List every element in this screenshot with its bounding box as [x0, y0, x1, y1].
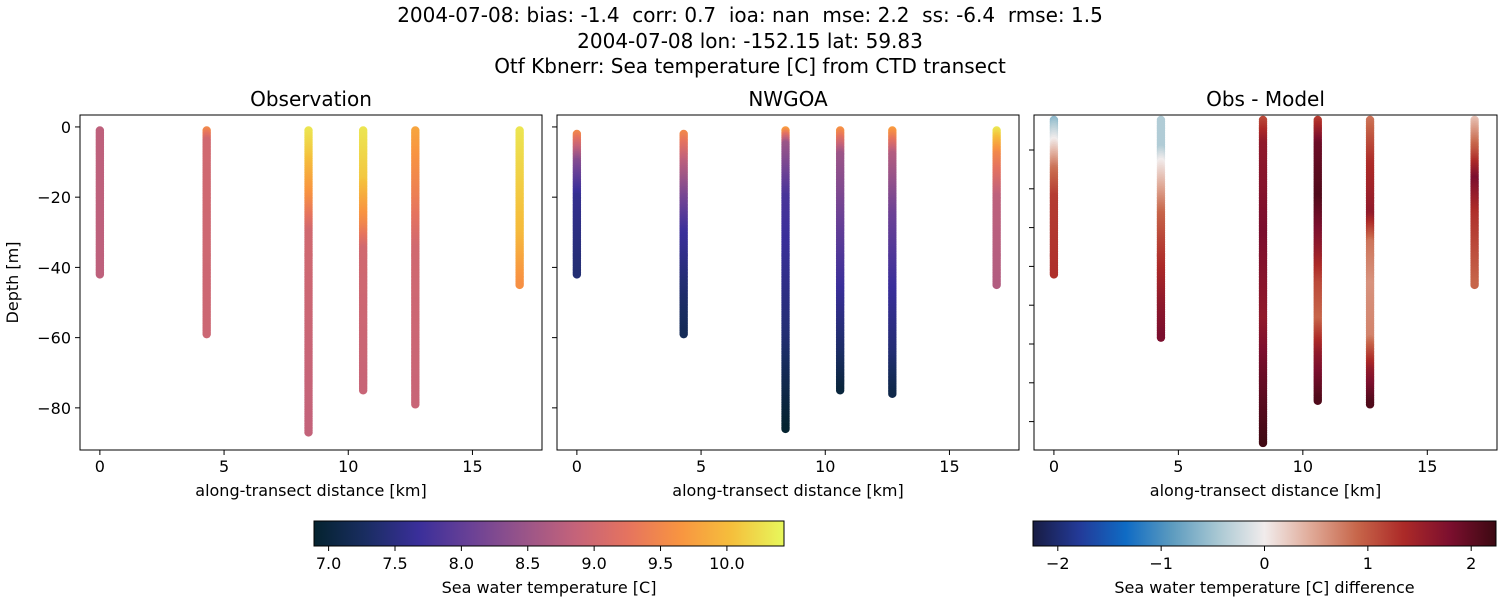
- colorbar-tick-label: −1: [1149, 554, 1173, 573]
- subplot-title: Obs - Model: [1206, 87, 1325, 111]
- x-axis-label: along-transect distance [km]: [195, 481, 426, 500]
- profile-0: [572, 129, 582, 279]
- data-point: [411, 400, 420, 409]
- data-point: [1258, 438, 1268, 448]
- x-tick-label: 15: [939, 457, 959, 476]
- axes-frame: [1033, 114, 1498, 451]
- x-tick-label: 5: [696, 457, 706, 476]
- profile-0: [95, 126, 105, 279]
- data-point: [1313, 396, 1322, 406]
- x-tick-label: 0: [572, 457, 582, 476]
- y-tick-label: −60: [37, 329, 71, 348]
- y-tick-label: −40: [37, 258, 71, 277]
- colorbar-tick-label: 9.0: [581, 554, 606, 573]
- data-point: [304, 428, 313, 437]
- data-point: [781, 424, 790, 434]
- colorbar-tick-label: 7.5: [382, 554, 407, 573]
- data-point: [202, 329, 211, 339]
- data-point: [1365, 400, 1375, 409]
- data-point: [679, 329, 688, 339]
- data-point: [888, 389, 897, 399]
- colorbar-tick-label: 8.0: [449, 554, 474, 573]
- x-tick-label: 10: [338, 457, 358, 476]
- title-line-3: Otf Kbnerr: Sea temperature [C] from CTD…: [494, 54, 1006, 78]
- colorbar-tick-label: 10.0: [709, 554, 745, 573]
- colorbar-tick-label: 9.5: [648, 554, 673, 573]
- y-tick-label: −80: [37, 399, 71, 418]
- data-point: [835, 386, 845, 395]
- profile-5: [515, 126, 524, 290]
- data-point: [1156, 333, 1166, 342]
- axes-nwgoa: NWGOA 0 5 10 15 along-transect distance [km]: [552, 87, 1020, 500]
- profile-4: [411, 126, 420, 409]
- y-tick-label: −20: [37, 188, 71, 207]
- colorbar-gradient: [313, 520, 785, 547]
- colorbar-tick-label: 0: [1259, 554, 1269, 573]
- subplot-title: Observation: [250, 87, 372, 111]
- colorbar-tick-label: −2: [1046, 554, 1070, 573]
- colorbar-label: Sea water temperature [C]: [442, 578, 657, 597]
- colorbar-tick-label: 7.0: [316, 554, 341, 573]
- x-tick-label: 0: [95, 457, 105, 476]
- title-line-1: 2004-07-08: bias: -1.4 corr: 0.7 ioa: na…: [397, 3, 1103, 27]
- colorbar-tick-label: 2: [1466, 554, 1476, 573]
- title-line-2: 2004-07-08 lon: -152.15 lat: 59.83: [577, 29, 923, 53]
- x-tick-label: 15: [1417, 457, 1437, 476]
- profile-4: [888, 126, 897, 399]
- data-point: [358, 386, 368, 395]
- colorbar-1: 7.0 7.5 8.0 8.5 9.0 9.5 10.0 Sea water temperat…: [313, 520, 785, 597]
- axes-obs-model: Obs - Model 0 5 10 15 along-transect distance…: [1029, 87, 1498, 500]
- axes-frame: [79, 114, 543, 451]
- x-tick-label: 10: [815, 457, 835, 476]
- data-point: [1470, 280, 1479, 290]
- profile-1: [1156, 115, 1166, 342]
- profile-2: [304, 126, 313, 437]
- data-point: [515, 280, 524, 290]
- data-point: [992, 280, 1001, 290]
- data-point: [95, 270, 105, 279]
- x-tick-label: 5: [219, 457, 229, 476]
- axes-frame: [556, 114, 1020, 451]
- colorbar-tick-label: 8.5: [515, 554, 540, 573]
- x-tick-label: 10: [1293, 457, 1313, 476]
- data-point: [1049, 270, 1059, 279]
- profile-0: [1049, 115, 1059, 279]
- y-axis-label: Depth [m]: [3, 242, 22, 324]
- profile-1: [679, 129, 688, 339]
- colorbar-gradient: [1032, 520, 1497, 547]
- profile-5: [992, 126, 1001, 290]
- profile-4: [1365, 115, 1375, 409]
- axes-observation: Observation 0 5 10 15 along-transect distance…: [3, 87, 543, 500]
- profile-5: [1470, 115, 1479, 290]
- subplot-title: NWGOA: [748, 87, 828, 111]
- x-tick-label: 15: [462, 457, 482, 476]
- profile-2: [781, 126, 790, 434]
- x-axis-label: along-transect distance [km]: [672, 481, 903, 500]
- y-tick-label: 0: [61, 118, 71, 137]
- data-point: [572, 270, 582, 279]
- colorbar-tick-label: 1: [1363, 554, 1373, 573]
- x-tick-label: 0: [1049, 457, 1059, 476]
- profile-2: [1258, 115, 1268, 448]
- colorbar-label: Sea water temperature [C] difference: [1114, 578, 1414, 597]
- profile-3: [835, 126, 845, 395]
- profile-3: [358, 126, 368, 395]
- profile-1: [202, 126, 211, 339]
- profile-3: [1313, 115, 1322, 406]
- x-axis-label: along-transect distance [km]: [1150, 481, 1381, 500]
- x-tick-label: 5: [1173, 457, 1183, 476]
- colorbar-2: −2 −1 0 1 2 Sea water temperature [C] differe…: [1032, 520, 1497, 597]
